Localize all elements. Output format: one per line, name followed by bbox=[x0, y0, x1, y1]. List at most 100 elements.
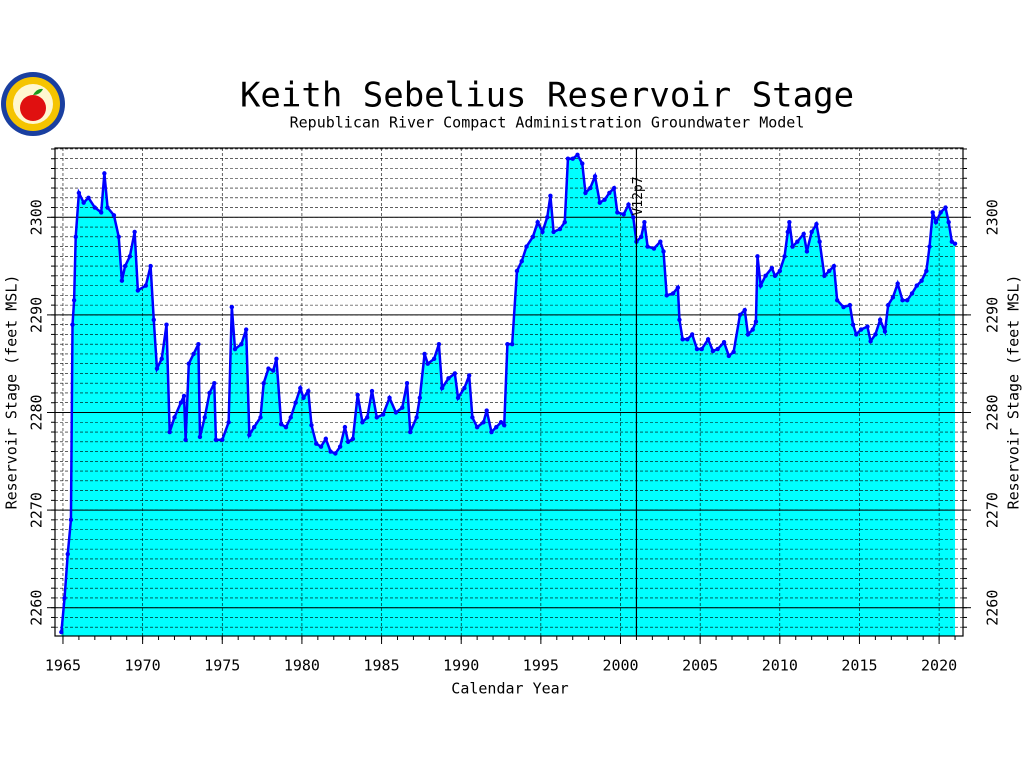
data-point bbox=[745, 332, 751, 337]
data-point bbox=[154, 366, 160, 371]
data-point bbox=[243, 327, 249, 332]
data-point bbox=[258, 415, 263, 420]
data-point bbox=[105, 205, 110, 210]
data-point bbox=[615, 210, 620, 215]
data-point bbox=[721, 340, 727, 345]
data-point bbox=[804, 249, 810, 254]
plot-frame bbox=[54, 147, 964, 637]
data-point bbox=[847, 302, 853, 308]
y-tick-label: 2260 bbox=[28, 590, 46, 626]
data-point bbox=[664, 293, 669, 298]
data-point bbox=[677, 317, 682, 322]
data-point bbox=[519, 259, 524, 264]
y2-tick-label: 2270 bbox=[984, 492, 1002, 528]
data-point bbox=[545, 215, 550, 220]
data-point bbox=[858, 327, 864, 332]
annotation-text: V12p7 bbox=[631, 176, 646, 215]
data-point bbox=[814, 221, 819, 227]
data-point bbox=[514, 268, 520, 274]
y-tick-label: 2270 bbox=[28, 492, 46, 528]
data-point bbox=[914, 283, 920, 288]
data-point bbox=[400, 405, 405, 410]
data-point bbox=[865, 324, 870, 329]
y-tick-label: 2290 bbox=[28, 297, 46, 333]
data-point bbox=[251, 424, 257, 430]
data-point bbox=[116, 234, 121, 240]
data-point bbox=[502, 422, 507, 428]
data-point bbox=[868, 339, 873, 344]
data-point bbox=[680, 337, 685, 342]
data-point bbox=[328, 449, 333, 454]
y2-axis-label: Reservoir Stage (feet MSL) bbox=[1005, 275, 1023, 510]
x-tick-label: 1965 bbox=[45, 657, 81, 675]
data-point bbox=[68, 517, 74, 523]
y2-tick-label: 2260 bbox=[984, 590, 1002, 626]
data-point bbox=[505, 341, 510, 347]
data-point bbox=[345, 439, 351, 444]
x-tick-label: 1975 bbox=[204, 657, 240, 675]
data-point bbox=[873, 332, 878, 337]
data-point bbox=[685, 337, 690, 342]
data-point bbox=[92, 205, 98, 210]
data-point bbox=[787, 219, 792, 225]
data-point bbox=[905, 298, 910, 303]
data-point bbox=[288, 415, 293, 420]
data-point bbox=[607, 190, 612, 196]
data-point bbox=[548, 193, 553, 199]
data-point bbox=[393, 410, 399, 415]
data-point bbox=[408, 429, 413, 435]
logo bbox=[1, 72, 65, 136]
data-point bbox=[938, 210, 943, 215]
data-point bbox=[952, 241, 958, 246]
data-point bbox=[239, 341, 244, 347]
data-point bbox=[119, 278, 125, 283]
data-point bbox=[183, 437, 188, 443]
data-point bbox=[885, 302, 891, 308]
data-point bbox=[181, 393, 187, 399]
data-point bbox=[481, 420, 486, 425]
data-point bbox=[81, 200, 86, 205]
data-point bbox=[73, 234, 78, 240]
data-point bbox=[298, 385, 303, 391]
data-point bbox=[927, 244, 932, 249]
data-point bbox=[62, 595, 67, 601]
data-point bbox=[631, 215, 636, 220]
data-point bbox=[710, 348, 716, 354]
data-point bbox=[186, 361, 192, 366]
data-point bbox=[122, 263, 128, 269]
data-point bbox=[592, 174, 598, 179]
data-point bbox=[763, 273, 768, 279]
data-point bbox=[535, 219, 540, 225]
y-axis-label: Reservoir Stage (feet MSL) bbox=[3, 275, 21, 510]
data-point bbox=[882, 329, 888, 334]
data-point bbox=[135, 288, 141, 293]
data-point bbox=[172, 415, 177, 420]
data-point bbox=[809, 229, 814, 235]
data-point bbox=[795, 239, 800, 244]
data-point bbox=[369, 388, 375, 394]
data-point bbox=[890, 295, 896, 300]
data-point bbox=[425, 361, 430, 366]
data-point bbox=[360, 420, 365, 425]
data-point bbox=[484, 408, 489, 413]
data-point bbox=[229, 304, 235, 310]
data-point bbox=[266, 366, 271, 371]
data-point bbox=[271, 368, 276, 373]
y2-tick-label: 2290 bbox=[984, 297, 1002, 333]
data-point bbox=[462, 385, 467, 391]
data-point bbox=[509, 341, 515, 347]
data-point bbox=[159, 356, 164, 362]
y2-tick-label: 2280 bbox=[984, 394, 1002, 430]
data-point bbox=[151, 317, 156, 322]
data-point bbox=[59, 629, 64, 635]
data-point bbox=[949, 239, 955, 244]
data-point bbox=[854, 332, 859, 337]
data-point bbox=[834, 298, 840, 303]
data-point bbox=[689, 332, 695, 337]
data-point bbox=[551, 229, 556, 235]
data-point bbox=[670, 291, 676, 296]
data-point bbox=[314, 441, 319, 446]
data-point bbox=[946, 219, 951, 225]
x-tick-label: 1995 bbox=[523, 657, 559, 675]
data-point bbox=[452, 371, 458, 376]
